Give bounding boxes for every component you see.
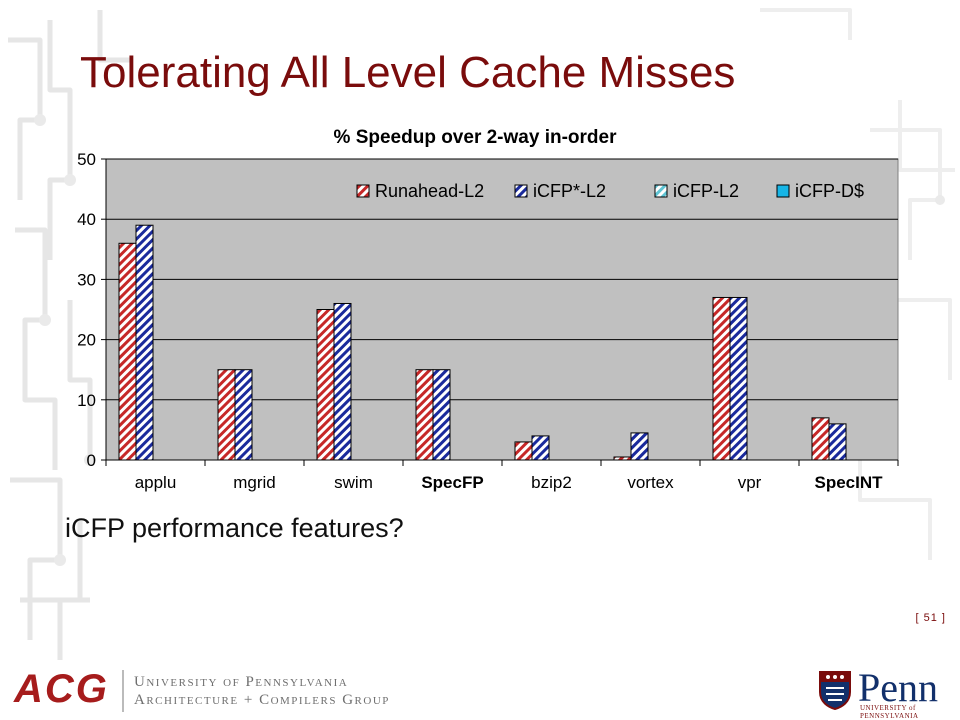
bar-runahead-l2 xyxy=(811,417,830,461)
logo-divider xyxy=(122,670,124,712)
body-text: iCFP performance features? xyxy=(65,513,404,543)
bar-runahead-l2 xyxy=(217,369,236,461)
penn-subtitle: UNIVERSITY of PENNSYLVANIA xyxy=(860,704,919,720)
penn-wordmark: Penn xyxy=(858,665,938,710)
bars xyxy=(118,224,847,461)
y-tick-label: 0 xyxy=(87,451,96,470)
x-category-label: swim xyxy=(334,473,373,492)
bar-icfp-l2 xyxy=(729,296,748,461)
bar-icfp-l2 xyxy=(828,423,847,461)
legend-swatch xyxy=(654,184,668,198)
acg-group-text: Architecture + Compilers Group xyxy=(134,692,390,708)
bar-icfp-l2 xyxy=(630,432,649,461)
chart-title: % Speedup over 2-way in-order xyxy=(334,127,618,148)
slide-title: Tolerating All Level Cache Misses xyxy=(80,48,736,97)
legend-swatch xyxy=(776,184,790,198)
x-category-label: SpecFP xyxy=(421,473,483,492)
x-category-label: vpr xyxy=(738,473,762,492)
legend-label: Runahead-L2 xyxy=(375,181,484,201)
legend-swatch xyxy=(514,184,528,198)
x-axis: applu mgrid swim SpecFP bzip2 vortex vpr SpecIN… xyxy=(105,459,899,492)
x-category-label: applu xyxy=(135,473,177,492)
legend-label: iCFP-L2 xyxy=(673,181,739,201)
bar-icfp-l2 xyxy=(234,369,253,461)
bar-runahead-l2 xyxy=(514,441,533,461)
page-number: [ 51 ] xyxy=(915,612,946,624)
legend-swatch xyxy=(356,184,370,198)
acg-university-text: University of Pennsylvania xyxy=(134,674,349,690)
bar-icfp-l2 xyxy=(333,302,352,461)
penn-shield-icon xyxy=(819,671,851,710)
x-category-label: mgrid xyxy=(233,473,276,492)
bar-runahead-l2 xyxy=(712,296,731,461)
bar-runahead-l2 xyxy=(613,456,632,461)
legend-label: iCFP-D$ xyxy=(795,181,864,201)
speedup-bar-chart: % Speedup over 2-way in-order 0 10 20 30 40 5… xyxy=(77,127,899,492)
bar-runahead-l2 xyxy=(415,369,434,461)
bar-icfp-l2 xyxy=(135,224,154,461)
y-tick-label: 10 xyxy=(77,391,96,410)
x-category-label: SpecINT xyxy=(814,473,883,492)
y-tick-label: 30 xyxy=(77,270,96,289)
y-tick-label: 20 xyxy=(77,331,96,350)
y-tick-label: 40 xyxy=(77,210,96,229)
bar-runahead-l2 xyxy=(316,309,335,461)
x-category-label: bzip2 xyxy=(531,473,572,492)
y-tick-label: 50 xyxy=(77,150,96,169)
legend-label: iCFP*-L2 xyxy=(533,181,606,201)
bar-icfp-l2 xyxy=(531,435,550,461)
bar-runahead-l2 xyxy=(118,242,137,461)
x-category-label: vortex xyxy=(627,473,674,492)
acg-logo: ACG xyxy=(14,667,109,711)
y-axis: 0 10 20 30 40 50 xyxy=(77,150,107,470)
legend: Runahead-L2 iCFP*-L2 iCFP-L2 iCFP-D$ xyxy=(356,181,864,201)
bar-icfp-l2 xyxy=(432,369,451,461)
